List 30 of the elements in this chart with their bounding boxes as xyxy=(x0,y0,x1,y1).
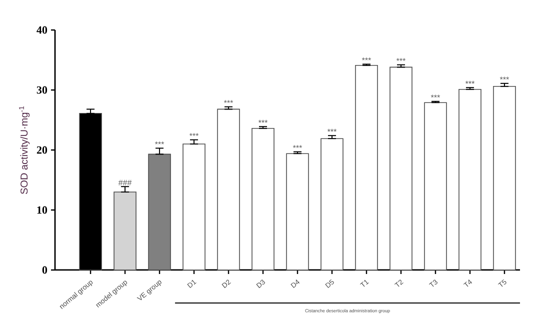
bar xyxy=(390,66,412,270)
bar xyxy=(424,102,447,270)
annotation: *** xyxy=(465,80,475,84)
y-tick-label: 20 xyxy=(36,146,48,154)
y-tick-label: 30 xyxy=(36,86,48,94)
bar xyxy=(252,128,274,270)
annotation: ### xyxy=(118,180,132,186)
bar xyxy=(217,108,240,270)
bar xyxy=(493,86,516,270)
y-axis-title: SOD activity/U·mg$^{-1}$ xyxy=(19,106,30,194)
y-tick-label: 40 xyxy=(36,26,48,34)
annotation: *** xyxy=(362,57,372,60)
annotation: *** xyxy=(327,128,337,132)
annotation: *** xyxy=(500,76,510,80)
annotation: *** xyxy=(154,141,164,144)
annotation: *** xyxy=(258,120,268,123)
bar xyxy=(182,144,206,270)
bar xyxy=(355,64,378,270)
bar xyxy=(320,138,344,270)
bar xyxy=(114,192,136,270)
bar xyxy=(458,88,482,270)
bar xyxy=(148,154,171,270)
y-tick-label: 10 xyxy=(37,206,48,214)
annotation: *** xyxy=(396,58,406,61)
annotation: *** xyxy=(430,94,440,98)
y-tick-label: 0 xyxy=(42,266,48,274)
bar xyxy=(286,153,309,270)
annotation: *** xyxy=(292,145,302,148)
annotation: *** xyxy=(224,100,234,103)
annotation: *** xyxy=(189,133,199,136)
